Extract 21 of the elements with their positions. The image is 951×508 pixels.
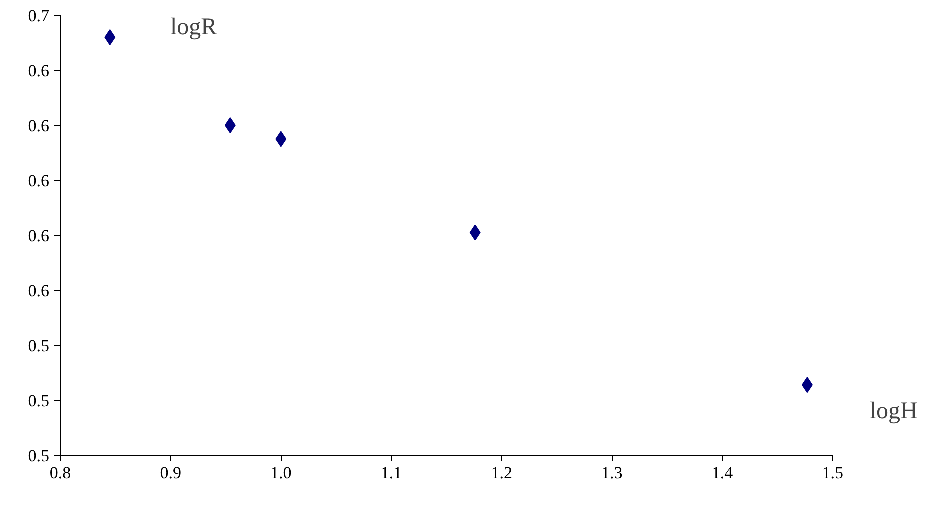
- y-tick-label: 0.6: [28, 172, 50, 190]
- y-tick-label: 0.5: [28, 446, 50, 466]
- y-tick-label: 0.6: [28, 282, 50, 300]
- y-tick-label: 0.5: [28, 392, 50, 410]
- x-tick-label: 1.4: [712, 464, 734, 482]
- y-axis-title: logR: [170, 14, 218, 40]
- y-tick-label: 0.6: [28, 62, 50, 80]
- y-tick-label: 0.7: [28, 6, 50, 26]
- x-axis-title: logH: [870, 398, 918, 425]
- y-tick-label: 0.5: [28, 336, 50, 356]
- y-tick-label: 0.6: [28, 116, 50, 136]
- x-tick-label: 1.3: [602, 464, 623, 482]
- x-tick-label: 1.2: [491, 464, 512, 482]
- x-tick-label: 1.1: [380, 464, 402, 482]
- x-tick-label: 1.5: [822, 464, 844, 482]
- x-tick-label: 0.9: [160, 464, 182, 482]
- point: [104, 30, 116, 46]
- x-tick-label: 1.0: [270, 464, 292, 482]
- x-tick-label: 0.8: [50, 464, 72, 482]
- y-tick-label: 0.6: [28, 226, 50, 246]
- point: [224, 118, 236, 134]
